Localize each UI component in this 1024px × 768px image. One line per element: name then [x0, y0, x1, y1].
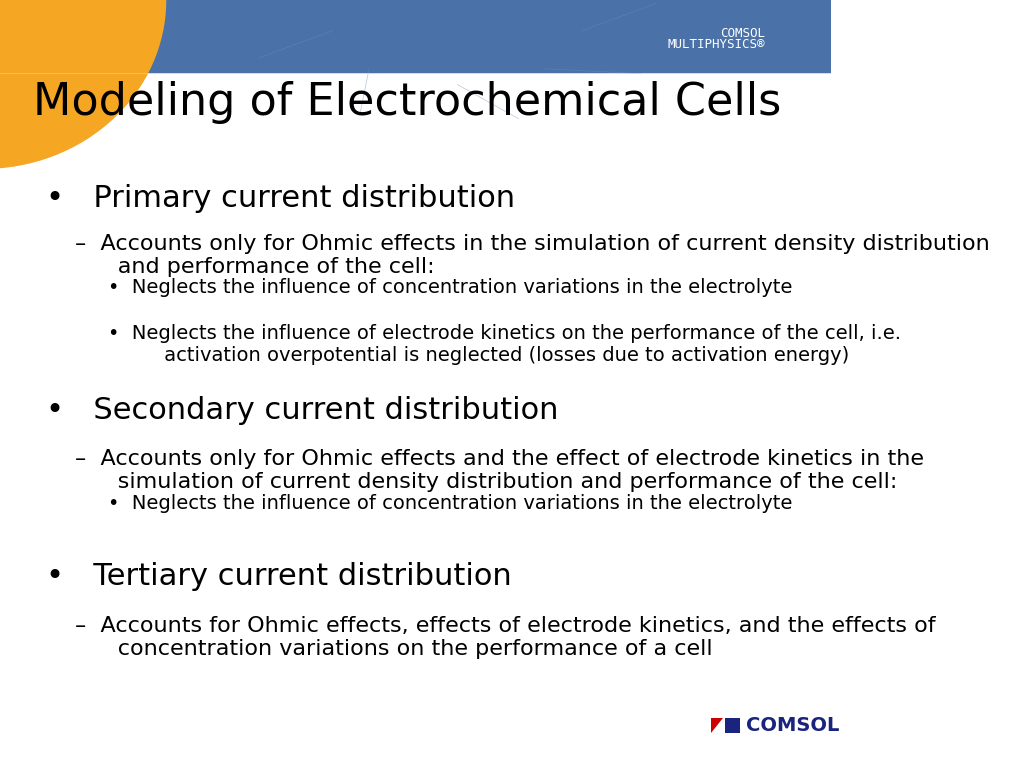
- Text: •  Neglects the influence of concentration variations in the electrolyte: • Neglects the influence of concentratio…: [109, 494, 793, 513]
- Text: COMSOL: COMSOL: [745, 717, 839, 735]
- Text: MULTIPHYSICS®: MULTIPHYSICS®: [668, 38, 765, 51]
- Text: •   Tertiary current distribution: • Tertiary current distribution: [46, 562, 511, 591]
- Text: Modeling of Electrochemical Cells: Modeling of Electrochemical Cells: [33, 81, 781, 124]
- FancyBboxPatch shape: [0, 0, 831, 73]
- Wedge shape: [0, 0, 166, 169]
- Text: •  Neglects the influence of concentration variations in the electrolyte: • Neglects the influence of concentratio…: [109, 278, 793, 297]
- Text: COMSOL: COMSOL: [720, 27, 765, 40]
- Text: –  Accounts only for Ohmic effects and the effect of electrode kinetics in the
 : – Accounts only for Ohmic effects and th…: [75, 449, 924, 492]
- FancyBboxPatch shape: [725, 718, 740, 733]
- Polygon shape: [711, 718, 723, 733]
- Text: –  Accounts for Ohmic effects, effects of electrode kinetics, and the effects of: – Accounts for Ohmic effects, effects of…: [75, 616, 936, 659]
- Text: •   Secondary current distribution: • Secondary current distribution: [46, 396, 558, 425]
- Text: –  Accounts only for Ohmic effects in the simulation of current density distribu: – Accounts only for Ohmic effects in the…: [75, 234, 989, 277]
- Text: •  Neglects the influence of electrode kinetics on the performance of the cell, : • Neglects the influence of electrode ki…: [109, 324, 901, 365]
- Text: •   Primary current distribution: • Primary current distribution: [46, 184, 515, 214]
